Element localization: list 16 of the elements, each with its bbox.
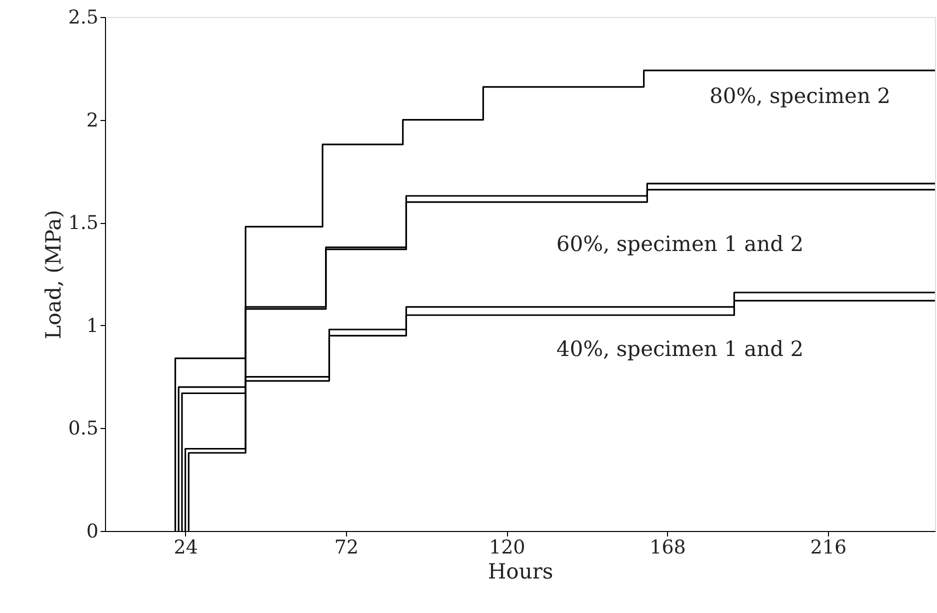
y-tick-label: 1: [86, 314, 98, 337]
y-tick-label: 2: [86, 109, 98, 132]
annotation: 40%, specimen 1 and 2: [556, 337, 804, 361]
y-tick-label: 0: [86, 520, 98, 542]
x-tick-label: 24: [174, 536, 198, 558]
x-tick-label: 72: [334, 536, 359, 558]
annotation: 80%, specimen 2: [709, 84, 891, 108]
x-tick-label: 168: [650, 536, 686, 558]
y-tick-label: 1.5: [68, 212, 98, 234]
annotation: 60%, specimen 1 and 2: [556, 232, 804, 256]
y-tick-label: 2.5: [68, 6, 98, 28]
x-axis-title: Hours: [488, 560, 554, 584]
y-tick-label: 0.5: [68, 418, 98, 440]
x-tick-label: 216: [810, 536, 847, 558]
x-tick-label: 120: [488, 536, 526, 558]
y-axis-title: Load, (MPa): [41, 210, 66, 340]
